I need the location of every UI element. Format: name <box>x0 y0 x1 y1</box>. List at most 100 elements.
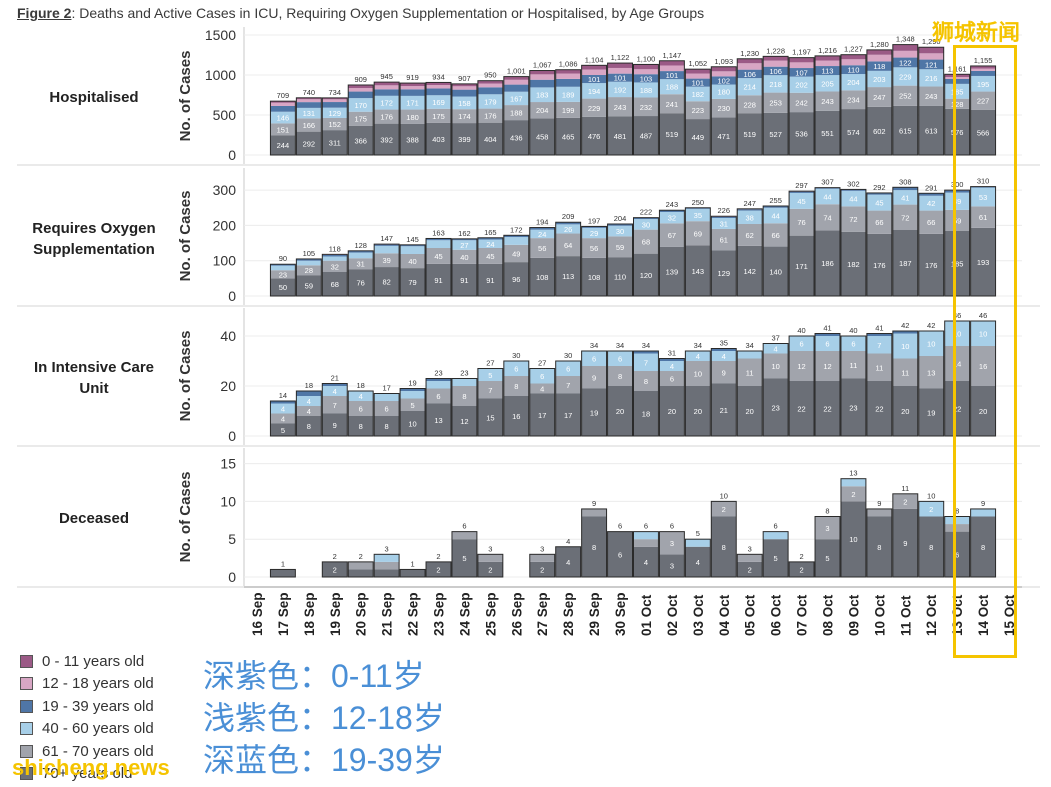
bar-segment <box>633 116 659 155</box>
bar-outline <box>373 393 400 437</box>
bar-segment <box>685 361 711 386</box>
bar-segment <box>815 110 840 155</box>
segment-value-label: 458 <box>536 133 549 142</box>
segment-value-label: 205 <box>821 79 834 88</box>
bar-total-label: 172 <box>510 225 523 234</box>
bar-outline <box>658 209 685 297</box>
bar-segment <box>789 336 815 351</box>
bar-outline <box>866 333 893 437</box>
bar-segment <box>633 391 659 436</box>
bar-total-label: 34 <box>694 341 702 350</box>
segment-value-label: 4 <box>644 558 648 567</box>
bar-segment <box>477 239 503 248</box>
bar-segment <box>477 237 503 240</box>
bar-segment <box>477 83 503 88</box>
y-axis-title: No. of Cases <box>177 472 194 563</box>
bar-segment <box>607 225 633 237</box>
legend: 0 - 11 years old 12 - 18 years old 19 - … <box>20 650 154 785</box>
legend-item-19-39[interactable]: 19 - 39 years old <box>20 695 154 718</box>
segment-value-label: 45 <box>434 252 442 261</box>
bar-segment <box>581 83 607 99</box>
segment-value-label: 10 <box>408 420 416 429</box>
segment-value-label: 38 <box>746 213 754 222</box>
bar-segment <box>348 250 374 253</box>
bar-segment <box>477 108 503 123</box>
x-tick-label: 27 Sep <box>535 592 550 636</box>
bar-outline <box>581 64 608 156</box>
segment-value-label: 519 <box>666 130 679 139</box>
segment-value-label: 192 <box>614 85 627 94</box>
bar-segment <box>970 508 996 517</box>
segment-value-label: 388 <box>406 135 419 144</box>
x-tick-label: 05 Oct <box>743 594 758 636</box>
bar-segment <box>270 403 296 414</box>
bar-segment <box>451 249 477 264</box>
legend-item-12-18[interactable]: 12 - 18 years old <box>20 673 154 696</box>
bar-segment <box>270 264 296 266</box>
bar-total-label: 42 <box>927 321 935 330</box>
segment-value-label: 146 <box>277 114 290 123</box>
segment-value-label: 66 <box>771 231 779 240</box>
bar-outline <box>347 561 374 578</box>
bar-segment <box>607 531 633 577</box>
bar-segment <box>477 554 503 562</box>
bar-segment <box>374 95 400 110</box>
segment-value-label: 101 <box>666 71 679 80</box>
segment-value-label: 167 <box>510 94 523 103</box>
bar-segment <box>348 88 374 92</box>
bar-segment <box>581 227 607 239</box>
bar-segment <box>581 116 607 155</box>
bar-outline <box>684 538 711 578</box>
segment-value-label: 20 <box>668 407 676 416</box>
bar-outline <box>529 70 556 156</box>
bar-segment <box>322 130 348 155</box>
bar-segment <box>685 69 711 74</box>
bar-segment <box>711 66 737 72</box>
bar-segment <box>426 108 451 123</box>
bar-segment <box>296 416 322 436</box>
segment-value-label: 4 <box>670 362 674 371</box>
bar-segment <box>789 192 815 209</box>
bar-segment <box>477 368 503 381</box>
segment-value-label: 2 <box>333 565 337 574</box>
bar-segment <box>918 356 944 389</box>
bar-segment <box>607 257 633 296</box>
bar-segment <box>296 118 322 132</box>
segment-value-label: 67 <box>668 231 676 240</box>
bar-segment <box>296 107 322 119</box>
segment-value-label: 4 <box>281 415 285 424</box>
bar-segment <box>970 227 996 296</box>
bar-segment <box>866 70 892 88</box>
bar-segment <box>659 212 685 224</box>
bar-segment <box>840 190 866 207</box>
bar-segment <box>685 208 711 222</box>
legend-item-70-plus[interactable]: 70+ years old <box>20 763 154 786</box>
bar-segment <box>866 87 892 107</box>
bar-segment <box>737 69 763 79</box>
figure-label: Figure 2 <box>17 5 72 21</box>
annotation-notes: 深紫色：0-11岁 浅紫色：12-18岁 深蓝色：19-39岁 <box>203 655 445 781</box>
segment-value-label: 183 <box>536 91 549 100</box>
bar-segment <box>374 245 400 254</box>
bar-outline <box>529 553 556 578</box>
bar-segment <box>685 86 711 102</box>
legend-item-61-70[interactable]: 61 - 70 years old <box>20 740 154 763</box>
segment-value-label: 6 <box>592 355 596 364</box>
bar-segment <box>970 187 996 207</box>
segment-value-label: 172 <box>380 99 393 108</box>
bar-segment <box>918 86 944 106</box>
bar-outline <box>658 60 685 156</box>
bar-segment <box>815 381 840 436</box>
bar-segment <box>426 248 451 264</box>
bar-outline <box>736 553 763 578</box>
legend-item-0-11[interactable]: 0 - 11 years old <box>20 650 154 673</box>
bar-segment <box>789 68 815 77</box>
segment-value-label: 188 <box>510 109 523 118</box>
bar-segment <box>970 109 996 155</box>
bar-total-label: 934 <box>432 72 445 81</box>
bar-segment <box>270 135 296 155</box>
segment-value-label: 576 <box>951 128 964 137</box>
bar-segment <box>685 386 711 436</box>
legend-item-40-60[interactable]: 40 - 60 years old <box>20 718 154 741</box>
bar-total-label: 6 <box>462 522 466 531</box>
